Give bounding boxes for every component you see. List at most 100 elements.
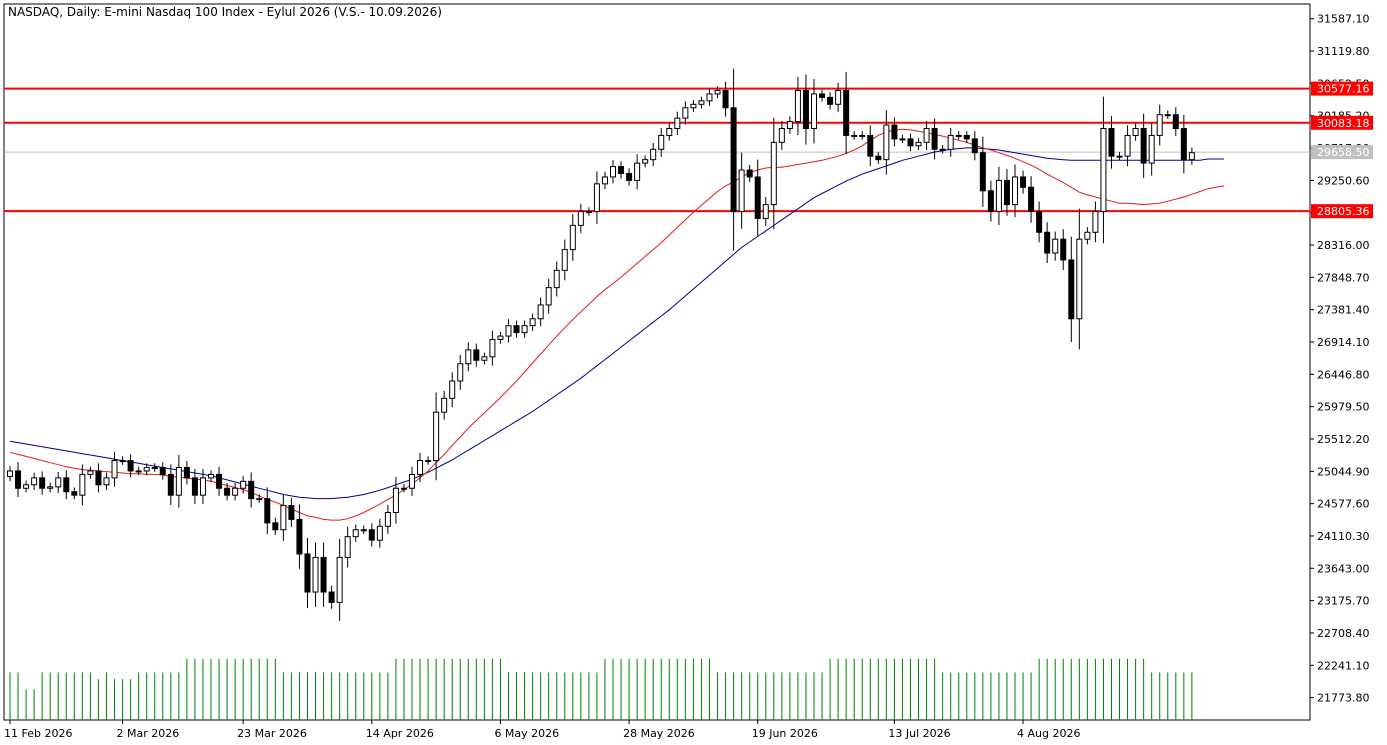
candle-body	[553, 269, 560, 289]
candle	[296, 504, 303, 569]
candle	[304, 537, 311, 609]
x-tick-label: 4 Aug 2026	[1017, 727, 1080, 740]
candle-body	[1172, 114, 1179, 130]
x-tick-label: 14 Apr 2026	[366, 727, 434, 740]
candle-body	[770, 141, 777, 206]
candle	[199, 469, 206, 504]
candle	[79, 464, 86, 506]
candle-body	[746, 169, 753, 178]
candle-body	[666, 128, 673, 136]
candle-body	[947, 134, 954, 150]
y-tick-label: 27848.70	[1317, 271, 1370, 284]
candle	[457, 354, 464, 390]
candle	[449, 372, 456, 408]
candle	[87, 466, 94, 479]
candle	[384, 504, 391, 534]
candle-body	[1044, 231, 1051, 254]
candle-body	[143, 466, 150, 472]
candle	[127, 454, 134, 478]
candle	[827, 92, 834, 110]
candle-body	[698, 100, 705, 105]
candle-body	[352, 529, 359, 538]
candle-body	[1020, 176, 1027, 188]
candle-body	[618, 166, 625, 174]
candle-body	[601, 176, 608, 185]
candle	[1188, 147, 1195, 165]
candle-body	[175, 466, 182, 496]
candle	[553, 261, 560, 297]
candle-body	[7, 470, 13, 477]
candle-body	[521, 325, 528, 334]
candle	[465, 342, 472, 372]
candle-body	[979, 152, 986, 192]
candle-body	[95, 470, 102, 486]
candle-body	[425, 460, 432, 463]
level-labels-layer: 29658.50 30577.16 30083.18 28805.36	[1311, 81, 1373, 219]
candle-body	[658, 134, 665, 150]
y-tick-label: 24110.30	[1317, 530, 1370, 543]
candle-body	[489, 339, 496, 358]
candle	[931, 118, 938, 160]
candle-body	[127, 460, 134, 472]
candle-body	[240, 480, 247, 489]
candle	[55, 471, 62, 493]
candle-body	[1036, 211, 1043, 233]
candle	[650, 142, 657, 167]
candle	[819, 89, 826, 102]
candle-body	[867, 134, 874, 157]
candle-body	[682, 107, 689, 119]
candle	[232, 483, 239, 501]
candle	[915, 138, 922, 151]
candle-body	[674, 117, 681, 130]
candle	[473, 343, 480, 367]
candle	[1092, 201, 1099, 243]
candle-body	[433, 411, 440, 462]
candle	[955, 131, 962, 140]
candle-body	[497, 335, 504, 341]
candle-body	[79, 473, 86, 496]
y-tick-label: 25044.90	[1317, 465, 1370, 478]
candle	[835, 82, 842, 112]
candle-body	[939, 148, 946, 151]
candle-body	[1028, 186, 1035, 213]
y-tick-label: 25979.50	[1317, 401, 1370, 414]
plot-frame	[3, 3, 1311, 721]
candle	[312, 542, 319, 607]
candle	[843, 71, 850, 154]
candle-body	[642, 159, 649, 164]
candle	[762, 197, 769, 227]
candle-body	[191, 477, 198, 496]
candle-body	[794, 89, 801, 123]
candle-body	[288, 505, 295, 520]
candle-body	[208, 473, 214, 479]
candle	[690, 100, 697, 112]
candle	[31, 472, 38, 490]
candle	[433, 392, 440, 481]
candle	[1124, 125, 1131, 167]
candle	[1028, 176, 1035, 223]
candle	[328, 585, 335, 609]
candle	[907, 133, 914, 152]
candle	[1003, 169, 1010, 216]
x-tick-label: 2 Mar 2026	[117, 727, 180, 740]
candle-body	[545, 287, 552, 306]
y-tick-label: 24577.60	[1317, 498, 1370, 511]
y-tick-label: 23643.00	[1317, 562, 1370, 575]
x-tick-label: 23 Mar 2026	[237, 727, 307, 740]
chart-title: NASDAQ, Daily: E-mini Nasdaq 100 Index -…	[8, 5, 442, 19]
candle-body	[392, 487, 399, 513]
candle-body	[1076, 238, 1083, 320]
candle	[159, 462, 166, 480]
candle	[135, 466, 142, 476]
candle	[47, 482, 54, 493]
candle-body	[1124, 134, 1131, 157]
candle	[601, 171, 608, 190]
candle-body	[248, 480, 255, 500]
candle-body	[650, 148, 657, 161]
candle	[738, 152, 745, 229]
candle-body	[505, 325, 512, 337]
candle	[376, 518, 383, 548]
candle-body	[183, 466, 190, 479]
